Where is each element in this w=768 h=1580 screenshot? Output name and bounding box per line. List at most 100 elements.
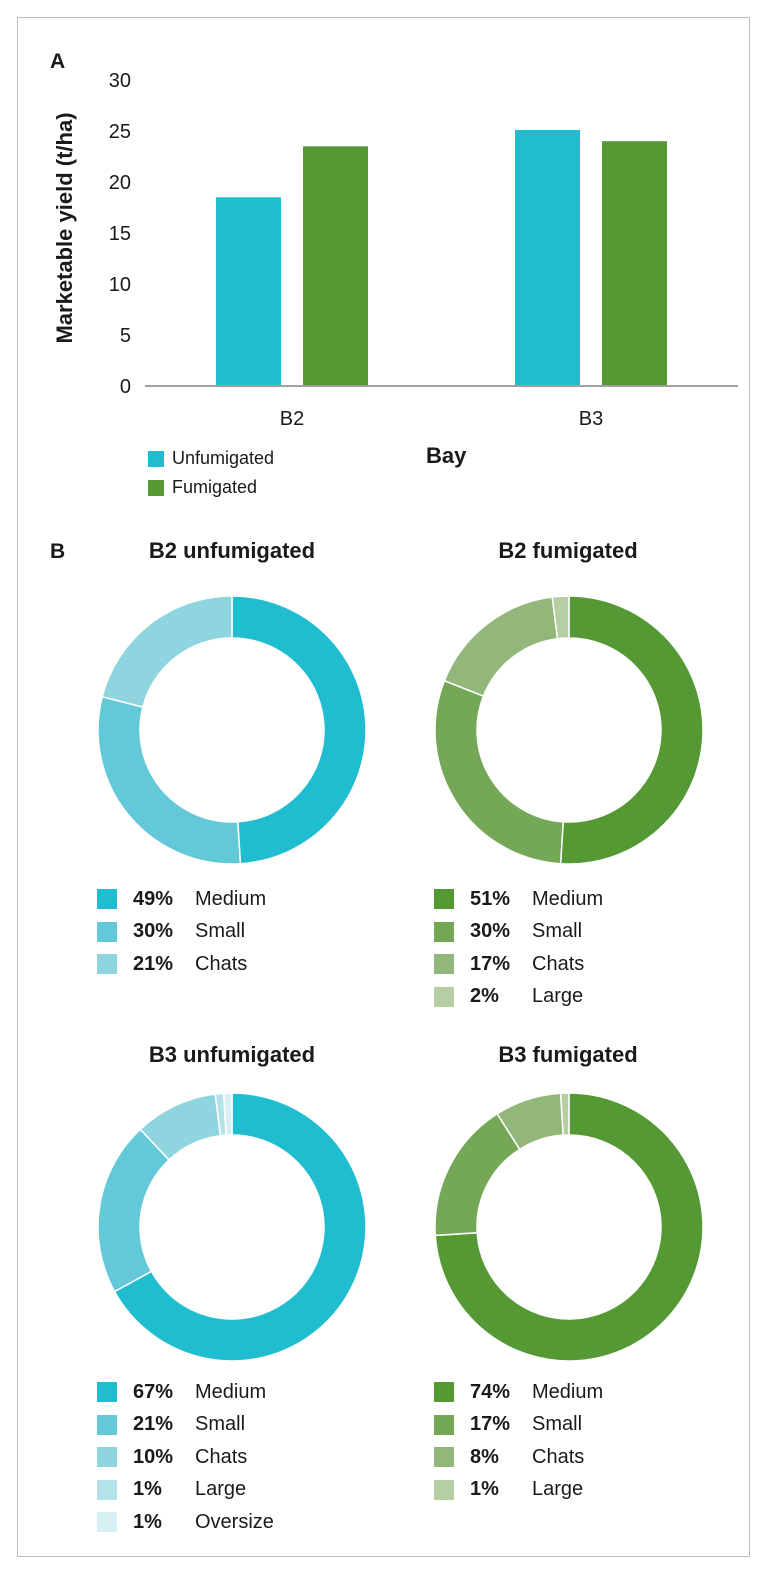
donut-slice-small [97,1128,171,1293]
donut-title-b2-unfumigated: B2 unfumigated [148,538,316,563]
legend-category: Small [195,920,246,943]
y-tick-label: 20 [109,172,131,194]
legend-swatch [434,1382,454,1403]
legend-row-small: 30% Small [97,916,266,949]
panel-label-b: B [50,540,66,563]
legend-row-medium: 49% Medium [97,883,266,916]
y-tick-label: 0 [120,376,131,398]
legend-percent: 2% [470,985,499,1008]
legend-swatch [434,954,454,975]
y-tick-label: 30 [109,70,131,92]
legend-swatch [97,921,117,942]
legend-percent: 49% [133,887,174,910]
legend-category: Chats [532,952,585,975]
donut-slice-small [434,679,565,865]
legend-percent: 1% [133,1478,162,1501]
panel-label-a: A [50,50,66,73]
legend-row-oversize: 1% Oversize [97,1506,274,1539]
legend-row-small: 30% Small [434,916,603,949]
bar-b2-unfumigated [216,197,281,386]
x-tick-label: B3 [579,408,603,430]
legend-label-unfumigated: Unfumigated [172,448,275,468]
donut-b3-fumigated [434,1092,704,1362]
legend-row-chats: 10% Chats [97,1441,274,1474]
legend-b3-fumigated: 74% Medium 17% Small 8% Chats 1% Large [434,1376,603,1506]
x-tick-label: B2 [280,408,304,430]
donut-title-b2-fumigated: B2 fumigated [498,538,638,563]
legend-percent: 1% [470,1478,499,1501]
legend-swatch [97,889,117,910]
legend-category: Large [532,985,584,1008]
y-axis-label: Marketable yield (t/ha) [52,112,77,343]
donut-slice-oversize [222,1092,233,1136]
legend-category: Oversize [195,1510,274,1533]
donut-slice-small [434,1112,521,1237]
legend-percent: 21% [133,952,174,975]
legend-percent: 30% [470,920,511,943]
legend-swatch [434,1414,454,1435]
bar-chart: 0 5 10 15 20 25 30 Marketable yield (t/ha) B2 B3 [52,70,738,430]
legend-swatch [434,1479,454,1500]
legend-category: Small [532,920,583,943]
legend-row-chats: 17% Chats [434,948,603,981]
figure-frame [17,17,750,1557]
legend-row-large: 1% Large [434,1474,603,1507]
donut-title-b3-unfumigated: B3 unfumigated [148,1042,316,1067]
legend-row-small: 21% Small [97,1409,274,1442]
legend-swatch [434,921,454,942]
legend-category: Medium [532,1380,604,1403]
donut-slice-chats [101,595,233,709]
legend-percent: 30% [133,920,174,943]
legend-row-medium: 67% Medium [97,1376,274,1409]
legend-category: Large [532,1478,584,1501]
legend-percent: 17% [470,952,511,975]
donut-slice-medium [113,1092,367,1362]
legend-swatch [97,1479,117,1500]
legend-b3-unfumigated: 67% Medium 21% Small 10% Chats 1% Large 1% Oversi… [97,1376,274,1539]
legend-swatch [97,1414,117,1435]
legend-swatch [97,1512,117,1533]
legend-swatch-unfumigated [148,450,164,467]
x-axis-label: Bay [426,443,467,468]
legend-category: Small [195,1413,246,1436]
legend-swatch [97,1447,117,1468]
legend-label-fumigated: Fumigated [172,477,258,497]
legend-category: Chats [195,1445,248,1468]
legend-row-medium: 51% Medium [434,883,603,916]
legend-percent: 10% [133,1445,174,1468]
legend-row-medium: 74% Medium [434,1376,603,1409]
legend-item-fumigated: Fumigated [148,477,257,498]
legend-row-chats: 8% Chats [434,1441,603,1474]
bar-b3-unfumigated [515,129,580,387]
legend-category: Medium [195,1380,267,1403]
y-tick-label: 10 [109,274,131,296]
legend-swatch [434,986,454,1007]
legend-percent: 51% [470,887,511,910]
y-tick-label: 25 [109,121,131,143]
legend-swatch [434,889,454,910]
legend-percent: 17% [470,1413,511,1436]
legend-row-small: 17% Small [434,1409,603,1442]
donut-slice-medium [559,595,704,865]
legend-percent: 1% [133,1510,162,1533]
donut-slice-large [551,595,570,640]
y-tick-label: 15 [109,223,131,245]
donut-slice-large [559,1092,570,1136]
bar-b3-fumigated [602,141,667,386]
donut-slice-medium [434,1092,704,1362]
donut-slice-chats [443,596,559,698]
donut-slice-small [97,695,242,865]
legend-category: Medium [532,887,604,910]
legend-percent: 67% [133,1380,174,1403]
legend-b2-fumigated: 51% Medium 30% Small 17% Chats 2% Large [434,883,603,1013]
legend-b2-unfumigated: 49% Medium 30% Small 21% Chats [97,883,266,981]
legend-category: Small [532,1413,583,1436]
donut-b2-fumigated [434,595,704,865]
legend-percent: 74% [470,1380,511,1403]
bar-b2-fumigated [303,146,368,386]
legend-category: Medium [195,887,267,910]
legend-swatch [434,1447,454,1468]
legend-item-unfumigated: Unfumigated [148,448,274,469]
legend-percent: 8% [470,1445,499,1468]
y-tick-label: 5 [120,325,131,347]
